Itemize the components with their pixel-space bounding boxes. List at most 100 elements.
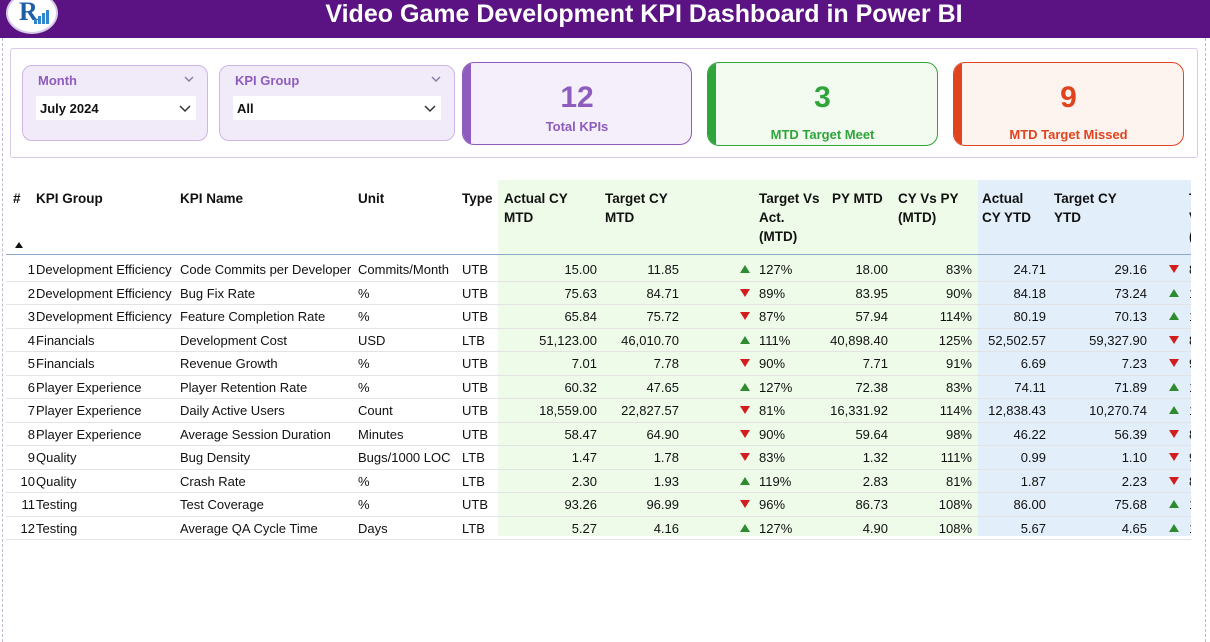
- table-row[interactable]: 8 Player Experience Average Session Durati…: [6, 423, 1192, 446]
- chevron-down-icon[interactable]: [430, 73, 442, 85]
- table-row[interactable]: 4 Financials Development Cost USD LTB 51,123.…: [6, 329, 1192, 352]
- cell-py-mtd: 7.71: [862, 356, 888, 371]
- header-line: Target CY: [1054, 191, 1117, 206]
- cell-kpi-group: Development Efficiency: [36, 309, 172, 324]
- total-kpis-label: Total KPIs: [545, 119, 609, 134]
- table-row[interactable]: 3 Development Efficiency Feature Completio…: [6, 305, 1192, 329]
- table-row[interactable]: 2 Development Efficiency Bug Fix Rate% UTB 7…: [6, 282, 1192, 305]
- cell-target-vs-act-mtd: 119%: [759, 473, 792, 489]
- company-logo: R: [6, 0, 58, 34]
- column-header-kpi-name[interactable]: KPI Name: [180, 191, 244, 206]
- cell-target-cy-mtd: 11.85: [647, 262, 679, 277]
- chevron-down-icon[interactable]: [178, 101, 192, 115]
- cell-number: 8: [27, 426, 35, 442]
- cell-target-cy-ytd: 2.23: [1121, 473, 1147, 489]
- column-header-py-mtd[interactable]: PY MTD: [832, 189, 883, 208]
- triangle-down-icon: [1169, 476, 1179, 485]
- chevron-down-icon[interactable]: [423, 101, 437, 115]
- mtd-target-missed-card: 9 MTD Target Missed: [953, 62, 1184, 146]
- table-row[interactable]: 1 Development Efficiency Code Commits per …: [6, 258, 1192, 282]
- cell-type: UTB: [462, 426, 488, 442]
- column-header-number[interactable]: #: [13, 191, 21, 206]
- cell-target-vs-act-mtd: 96%: [759, 497, 786, 512]
- header-line: CY Vs PY: [898, 191, 959, 206]
- cell-kpi-group: Player Experience: [36, 403, 142, 418]
- cell-target-vs-act-mtd: 83%: [759, 450, 786, 465]
- cell-number: 7: [27, 403, 35, 418]
- triangle-down-icon: [740, 500, 750, 508]
- cell-type: UTB: [462, 262, 488, 277]
- cell-actual-cy-mtd: 7.01: [571, 356, 597, 371]
- column-header-cy-vs-py-mtd[interactable]: CY Vs PY (MTD): [898, 189, 959, 227]
- cell-target-cy-ytd: 1.10: [1121, 450, 1147, 465]
- chevron-down-icon[interactable]: [183, 73, 195, 85]
- mtd-target-meet-card: 3 MTD Target Meet: [707, 62, 938, 146]
- cell-cy-vs-py-mtd: 81%: [945, 473, 972, 489]
- cell-py-mtd: 59.64: [855, 426, 888, 442]
- cell-actual-cy-ytd: 0.99: [1020, 450, 1046, 465]
- cell-unit: Count: [358, 403, 393, 418]
- mtd-columns-band: [498, 180, 978, 536]
- page-frame: [2, 38, 1206, 642]
- cell-type: UTB: [462, 285, 488, 301]
- cell-kpi-name: Daily Active Users: [180, 403, 285, 418]
- table-row[interactable]: 10 Quality Crash Rate% LTB 2.30 1.93 119% 2.83 8…: [6, 470, 1192, 493]
- cell-target-vs-act-ytd: 9: [1189, 450, 1192, 466]
- triangle-down-icon: [1169, 429, 1179, 438]
- cell-target-vs-act-mtd: 111%: [759, 332, 791, 348]
- cell-kpi-group: Quality: [36, 473, 77, 489]
- cell-target-cy-ytd: 59,327.90: [1089, 332, 1147, 348]
- month-slicer[interactable]: Month July 2024: [22, 65, 208, 141]
- triangle-down-icon: [1169, 453, 1179, 461]
- cell-target-cy-ytd: 71.89: [1114, 379, 1147, 395]
- column-header-target-cy-mtd[interactable]: Target CY MTD: [605, 189, 668, 227]
- cell-number: 11: [21, 497, 36, 512]
- column-header-kpi-group[interactable]: KPI Group: [36, 191, 103, 206]
- kpi-group-dropdown[interactable]: All: [233, 96, 441, 120]
- table-row[interactable]: 11 Testing Test Coverage% UTB 93.26 96.99 96% 8…: [6, 493, 1192, 517]
- cell-target-cy-mtd: 7.78: [653, 356, 679, 371]
- cell-target-vs-act-ytd: 1: [1189, 497, 1192, 513]
- cell-kpi-group: Testing: [36, 497, 78, 512]
- cell-target-cy-mtd: 1.78: [653, 450, 679, 465]
- column-header-actual-cy-ytd[interactable]: Actual CY YTD: [982, 189, 1031, 227]
- column-header-target-vs-act-ytd[interactable]: T V (: [1189, 189, 1192, 246]
- cell-kpi-group: Player Experience: [36, 426, 142, 442]
- table-row[interactable]: 9 Quality Bug Density Bugs/1000 LOC LTB 1.47 1…: [6, 446, 1192, 470]
- table-row[interactable]: 6 Player Experience Player Retention Rate%…: [6, 376, 1192, 399]
- cell-type: UTB: [462, 379, 488, 395]
- cell-actual-cy-mtd: 60.32: [564, 379, 597, 395]
- table-row[interactable]: 5 Financials Revenue Growth% UTB 7.01 7.78 90%…: [6, 352, 1192, 376]
- table-row[interactable]: 7 Player Experience Daily Active Users Coun…: [6, 399, 1192, 423]
- cell-target-cy-mtd: 75.72: [646, 309, 679, 324]
- dashboard-title: Video Game Development KPI Dashboard in …: [325, 0, 963, 28]
- column-header-actual-cy-mtd[interactable]: Actual CY MTD: [504, 189, 568, 227]
- mtd-target-missed-value: 9: [1060, 81, 1077, 114]
- month-dropdown[interactable]: July 2024: [36, 96, 196, 120]
- header-line: Actual CY: [504, 191, 568, 206]
- cell-cy-vs-py-mtd: 114%: [939, 309, 972, 324]
- cell-target-cy-mtd: 64.90: [646, 426, 679, 442]
- cell-actual-cy-mtd: 18,559.00: [539, 403, 597, 418]
- column-header-type[interactable]: Type: [462, 191, 493, 206]
- cell-unit: %: [358, 497, 370, 512]
- cell-unit: %: [358, 356, 370, 371]
- cell-actual-cy-ytd: 52,502.57: [988, 332, 1046, 348]
- month-selected-value: July 2024: [40, 101, 99, 116]
- cell-number: 9: [27, 450, 35, 465]
- cell-unit: Days: [358, 520, 388, 536]
- kpi-group-slicer[interactable]: KPI Group All: [219, 65, 455, 141]
- header-line: CY YTD: [982, 210, 1032, 225]
- sort-ascending-icon[interactable]: [15, 242, 23, 248]
- column-header-target-cy-ytd[interactable]: Target CY YTD: [1054, 189, 1117, 227]
- header-line: (MTD): [898, 210, 937, 225]
- mtd-target-missed-label: MTD Target Missed: [1009, 127, 1128, 142]
- column-header-unit[interactable]: Unit: [358, 191, 385, 206]
- triangle-up-icon: [1169, 382, 1179, 391]
- column-header-target-vs-act-mtd[interactable]: Target Vs Act. (MTD): [759, 189, 820, 246]
- header-line: YTD: [1054, 210, 1081, 225]
- cell-actual-cy-mtd: 65.84: [564, 309, 597, 324]
- cell-target-cy-ytd: 7.23: [1121, 356, 1147, 371]
- table-row[interactable]: 12 Testing Average QA Cycle Time Days LTB 5.2…: [6, 517, 1192, 540]
- cell-number: 6: [27, 379, 35, 395]
